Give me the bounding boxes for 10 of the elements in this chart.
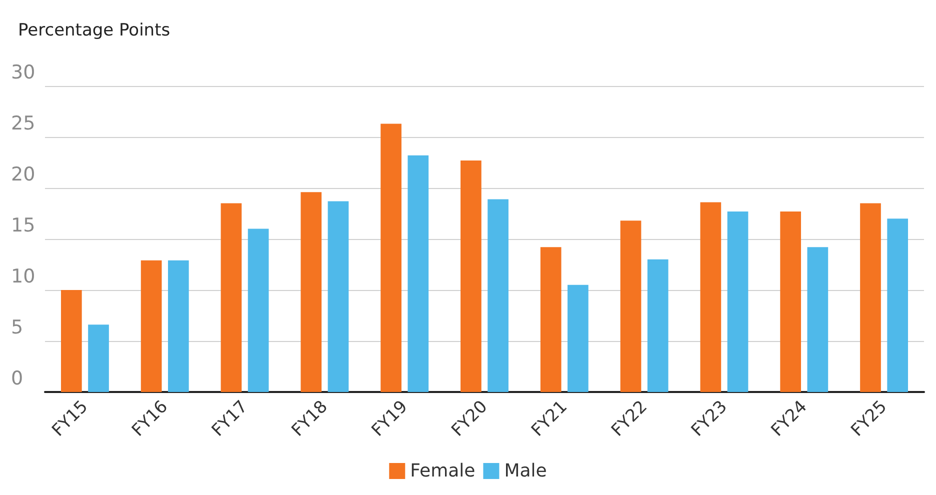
y-axis-title: Percentage Points	[18, 20, 170, 40]
y-tick-label: 25	[11, 112, 36, 134]
y-tick-label: 15	[11, 214, 36, 236]
y-tick-label: 30	[11, 62, 36, 84]
legend-label: Female	[410, 460, 476, 482]
y-tick-label: 20	[11, 164, 36, 186]
legend-label: Male	[504, 460, 547, 482]
y-tick-label: 0	[11, 368, 24, 390]
y-tick-label: 5	[11, 316, 24, 338]
y-tick-label: 10	[11, 266, 36, 288]
